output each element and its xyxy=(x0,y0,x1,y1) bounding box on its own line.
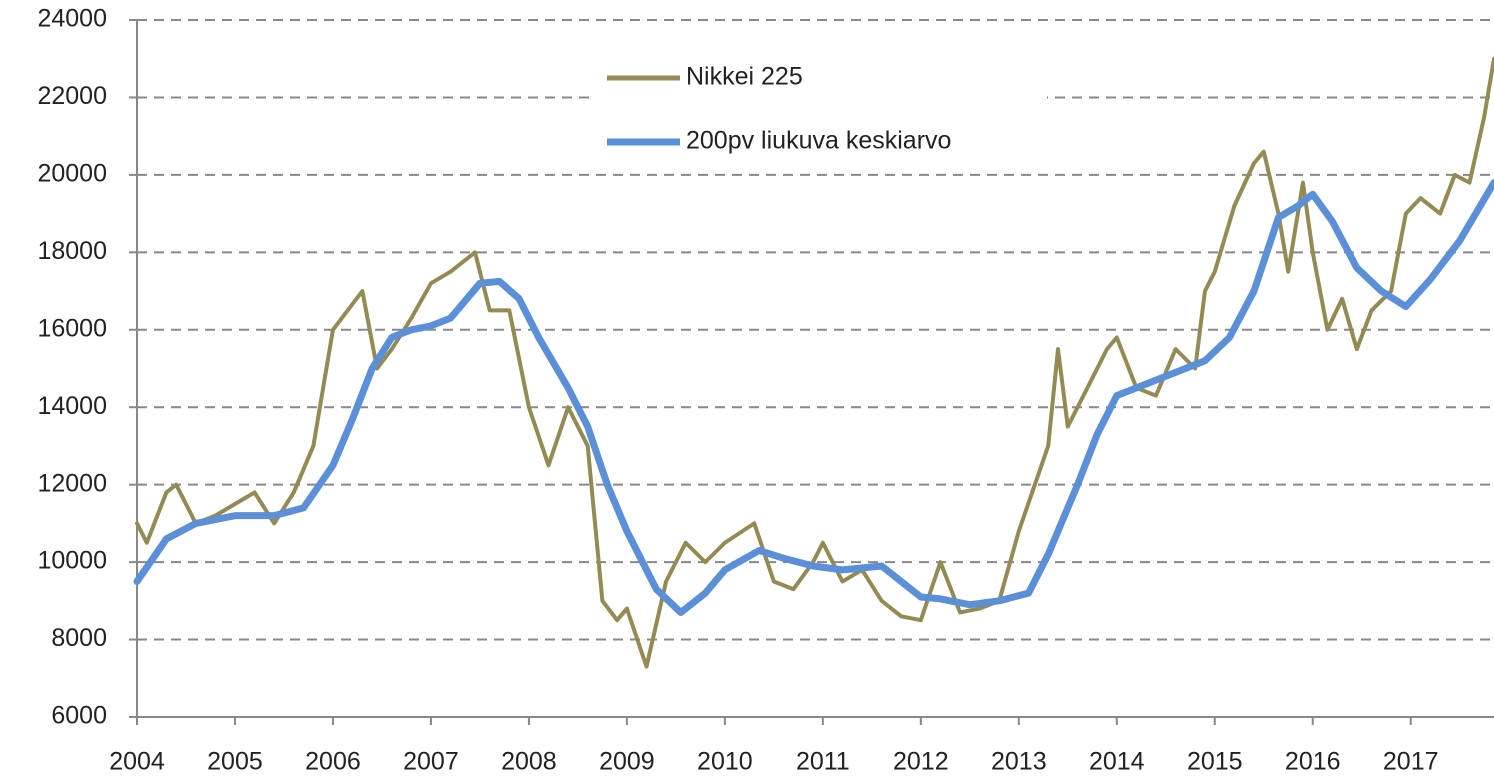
y-tick-label: 6000 xyxy=(51,702,107,730)
x-tick-label: 2007 xyxy=(403,748,459,776)
y-tick-label: 8000 xyxy=(51,624,107,652)
y-tick-label: 14000 xyxy=(37,392,107,420)
y-tick-label: 22000 xyxy=(37,82,107,110)
x-tick-label: 2017 xyxy=(1383,748,1439,776)
x-tick-label: 2011 xyxy=(796,748,850,776)
x-tick-label: 2014 xyxy=(1089,748,1145,776)
y-tick-label: 24000 xyxy=(37,5,107,33)
x-tick-label: 2008 xyxy=(501,748,557,776)
plot-lines xyxy=(133,56,1494,669)
series-line xyxy=(133,179,1494,616)
x-tick-label: 2006 xyxy=(305,748,361,776)
y-tick-label: 12000 xyxy=(37,469,107,497)
legend-box xyxy=(592,50,1047,170)
y-tick-label: 16000 xyxy=(37,314,107,342)
legend-label: Nikkei 225 xyxy=(686,63,803,91)
x-tick-label: 2004 xyxy=(109,748,165,776)
y-tick-label: 10000 xyxy=(37,547,107,575)
y-tick-label: 18000 xyxy=(37,237,107,265)
x-tick-label: 2009 xyxy=(599,748,655,776)
x-tick-label: 2015 xyxy=(1187,748,1243,776)
x-tick-label: 2012 xyxy=(893,748,949,776)
x-tick-label: 2016 xyxy=(1285,748,1341,776)
x-tick-label: 2005 xyxy=(207,748,263,776)
legend-label: 200pv liukuva keskiarvo xyxy=(686,127,951,155)
x-tick-label: 2013 xyxy=(991,748,1047,776)
y-tick-label: 20000 xyxy=(37,159,107,187)
x-tick-label: 2010 xyxy=(697,748,753,776)
